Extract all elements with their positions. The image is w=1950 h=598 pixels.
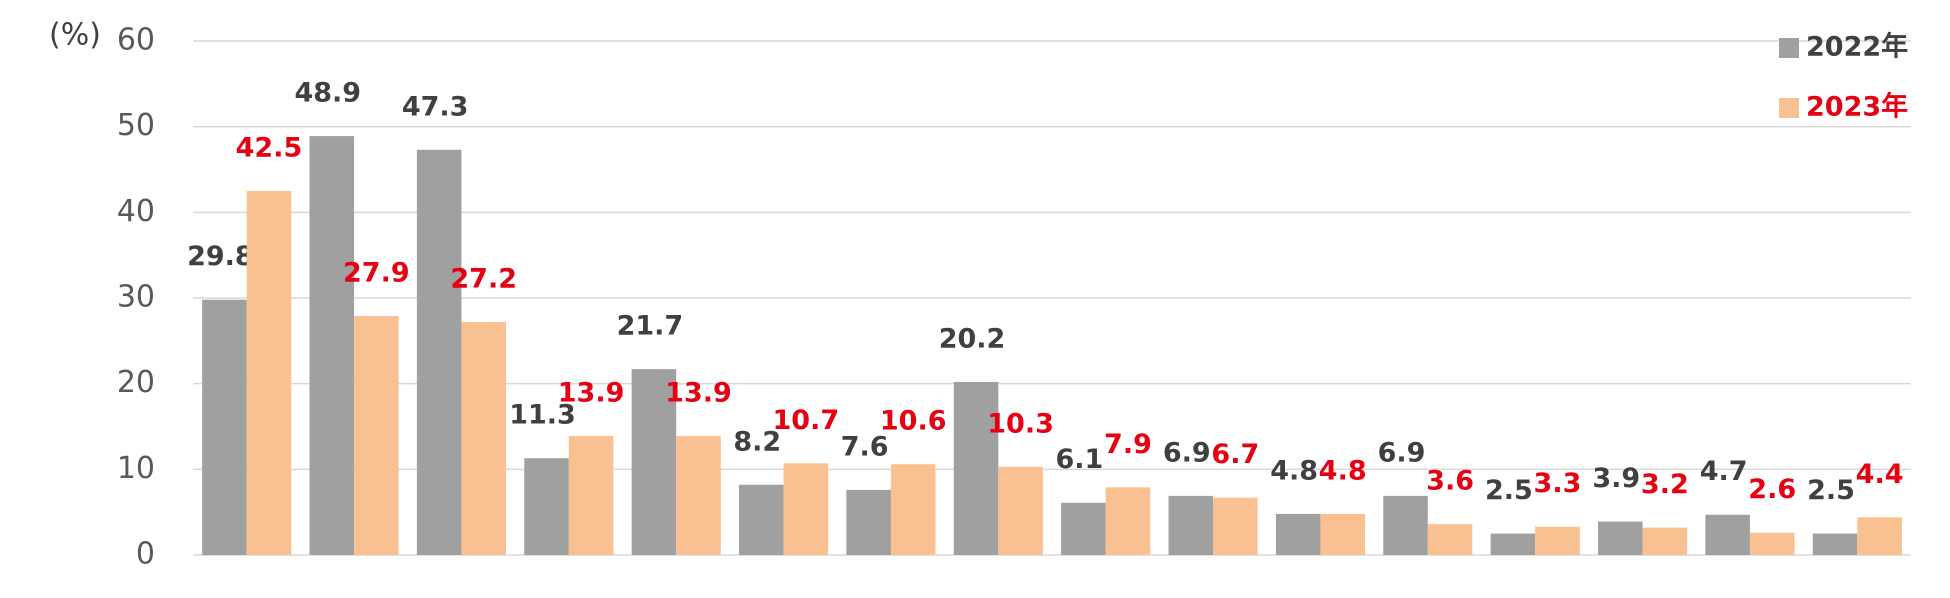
data-label: 4.8 [1319, 455, 1367, 486]
bar [1105, 487, 1151, 555]
data-label: 42.5 [236, 132, 303, 163]
data-label: 3.9 [1592, 463, 1640, 494]
bar [1857, 517, 1902, 555]
data-label: 10.3 [987, 408, 1054, 439]
data-label: 4.4 [1856, 459, 1904, 490]
data-label: 29.8 [187, 241, 254, 272]
data-label: 8.2 [733, 426, 781, 457]
data-label: 13.9 [665, 377, 732, 408]
bar [1168, 495, 1214, 555]
data-label: 2.6 [1748, 474, 1796, 505]
bar [1642, 527, 1688, 555]
bar [846, 489, 891, 555]
data-label: 7.6 [841, 431, 889, 462]
y-tick-label: 60 [117, 23, 155, 58]
bar [953, 381, 999, 555]
bar [416, 149, 462, 555]
y-tick-label: 40 [117, 194, 155, 229]
data-label: 27.9 [343, 257, 410, 288]
bar [568, 435, 614, 555]
bar [1812, 533, 1858, 555]
data-label: 7.9 [1104, 429, 1152, 460]
data-label: 20.2 [939, 323, 1006, 354]
bar [246, 190, 292, 555]
bar [1427, 524, 1473, 555]
data-label: 21.7 [617, 311, 684, 342]
bar [1320, 513, 1365, 555]
bar [631, 369, 677, 555]
legend-swatch [1779, 38, 1799, 58]
bar [1061, 502, 1106, 555]
data-label: 6.7 [1211, 439, 1259, 470]
y-tick-label: 20 [117, 365, 155, 400]
data-label: 48.9 [294, 78, 361, 109]
y-tick-label: 50 [117, 108, 155, 143]
y-tick-label: 10 [117, 451, 155, 486]
bar [998, 466, 1043, 555]
data-label: 6.9 [1163, 437, 1211, 468]
bar [783, 463, 829, 555]
y-axis-label: (%) [49, 18, 101, 53]
legend-label: 2023年 [1806, 91, 1908, 123]
bar [309, 136, 355, 555]
bar [202, 299, 247, 555]
bar [1535, 526, 1580, 555]
bar [354, 315, 399, 555]
bar [1705, 514, 1750, 555]
data-label: 4.7 [1700, 456, 1748, 487]
bar [1490, 533, 1536, 555]
data-label: 3.2 [1641, 469, 1689, 500]
bar [1749, 532, 1795, 555]
data-label: 2.5 [1807, 475, 1855, 506]
bar [1598, 521, 1643, 555]
data-label: 47.3 [402, 91, 469, 122]
data-label: 13.9 [558, 377, 625, 408]
data-label: 11.3 [509, 400, 576, 431]
bar [461, 321, 506, 555]
bar [739, 484, 784, 555]
data-label: 10.7 [773, 405, 840, 436]
bar [1383, 495, 1428, 555]
data-label: 3.6 [1426, 466, 1474, 497]
data-label: 4.8 [1270, 455, 1318, 486]
bar [676, 435, 721, 555]
data-label: 6.9 [1378, 437, 1426, 468]
bar [1275, 513, 1321, 555]
bar [890, 464, 936, 555]
y-tick-label: 30 [117, 280, 155, 315]
data-label: 10.6 [880, 406, 947, 437]
bar [1213, 497, 1258, 555]
data-label: 2.5 [1485, 475, 1533, 506]
legend-swatch [1779, 98, 1799, 118]
data-label: 3.3 [1534, 468, 1582, 499]
data-label: 6.1 [1055, 444, 1103, 475]
bar [524, 458, 569, 555]
data-label: 27.2 [450, 263, 517, 294]
y-tick-label: 0 [136, 537, 155, 572]
legend-label: 2022年 [1806, 31, 1908, 63]
